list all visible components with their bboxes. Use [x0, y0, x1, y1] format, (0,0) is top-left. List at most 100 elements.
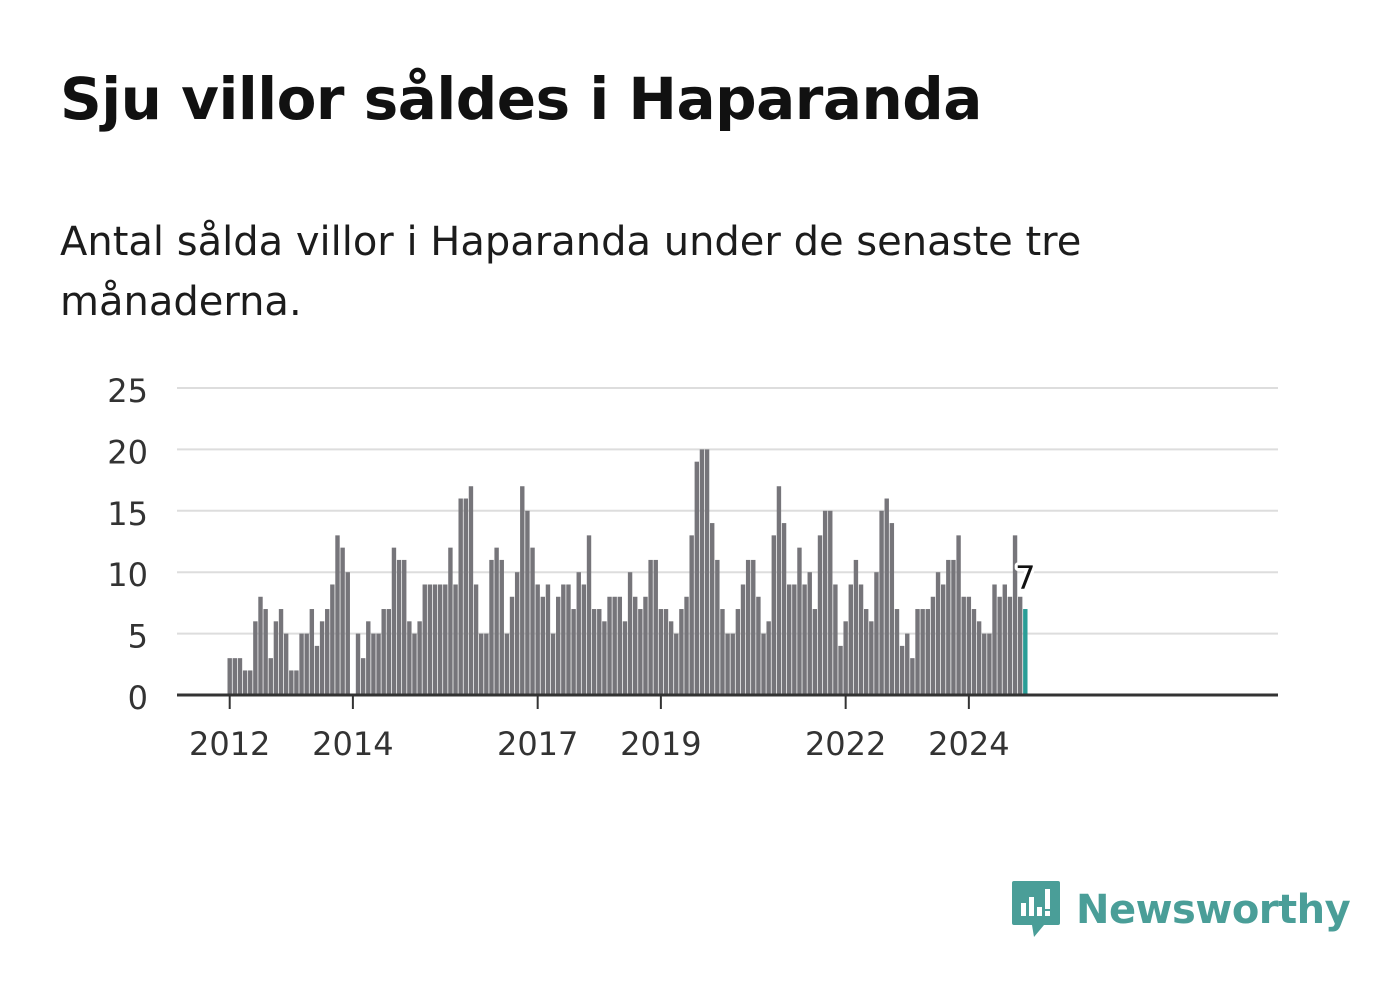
- bar: [330, 584, 335, 695]
- bar: [566, 584, 571, 695]
- latest-value-label: 7: [1015, 559, 1035, 597]
- y-tick-label: 15: [107, 495, 148, 533]
- bar: [232, 658, 238, 695]
- bar: [386, 609, 392, 695]
- bar: [751, 559, 756, 695]
- bar: [525, 510, 530, 695]
- bar: [658, 609, 664, 695]
- bar: [812, 609, 818, 695]
- bar: [653, 559, 658, 695]
- bar: [766, 621, 771, 695]
- bar: [869, 621, 874, 695]
- bar: [391, 547, 397, 695]
- y-tick-label: 20: [107, 433, 148, 471]
- bar: [756, 596, 761, 695]
- bar: [725, 633, 730, 695]
- bar: [735, 609, 741, 695]
- bar: [402, 559, 407, 695]
- bar: [663, 609, 669, 695]
- bar: [479, 633, 484, 695]
- bar: [237, 658, 243, 695]
- bar: [679, 609, 684, 695]
- bar: [699, 449, 705, 695]
- bar: [987, 633, 992, 695]
- bar: [283, 633, 289, 695]
- bar: [437, 584, 443, 695]
- y-tick-label: 5: [128, 618, 148, 656]
- bar: [581, 584, 587, 695]
- bar: [956, 535, 961, 695]
- bar: [689, 535, 694, 695]
- bar: [704, 449, 710, 695]
- bar: [802, 584, 807, 695]
- bar: [422, 584, 427, 695]
- bar: [884, 498, 889, 695]
- bar: [781, 523, 787, 695]
- bar: [494, 547, 499, 695]
- bar: [432, 584, 438, 695]
- bar: [417, 621, 422, 695]
- bar: [720, 609, 725, 695]
- bar: [396, 559, 402, 695]
- bar: [335, 535, 340, 695]
- bar: [1007, 596, 1013, 695]
- bar: [263, 609, 268, 695]
- bar: [268, 658, 273, 695]
- bar: [643, 596, 648, 695]
- x-tick-label: 2012: [189, 725, 270, 763]
- bar: [289, 670, 294, 695]
- bar: [253, 621, 258, 695]
- bar: [227, 658, 232, 695]
- bar: [797, 547, 802, 695]
- bar: [940, 584, 946, 695]
- bar-latest: [1023, 609, 1028, 695]
- bar: [638, 609, 643, 695]
- bar: [807, 572, 812, 695]
- bar: [1002, 584, 1007, 695]
- x-tick-label: 2024: [928, 725, 1009, 763]
- bar: [242, 670, 248, 695]
- bar: [340, 547, 345, 695]
- bar: [961, 596, 966, 695]
- bar: [899, 645, 905, 695]
- bar: [278, 609, 284, 695]
- y-tick-label: 10: [107, 556, 148, 594]
- bar: [976, 621, 982, 695]
- bar: [484, 633, 489, 695]
- bar: [273, 621, 279, 695]
- bar: [648, 559, 653, 695]
- bar: [838, 645, 843, 695]
- bar: [627, 572, 633, 695]
- bar: [889, 523, 895, 695]
- bar: [458, 498, 463, 695]
- bar: [684, 596, 689, 695]
- bar: [345, 572, 350, 695]
- bar: [463, 498, 469, 695]
- bar: [915, 609, 920, 695]
- bar: [740, 584, 746, 695]
- bar: [412, 633, 417, 695]
- bar: [248, 670, 253, 695]
- bar: [535, 584, 540, 695]
- bar: [612, 596, 617, 695]
- bar: [1012, 535, 1018, 695]
- bar: [504, 633, 510, 695]
- bar: [556, 596, 561, 695]
- bar: [668, 621, 674, 695]
- bar: [971, 609, 977, 695]
- bar: [407, 621, 412, 695]
- bar: [607, 596, 612, 695]
- y-tick-label: 0: [128, 679, 148, 717]
- bar: [622, 621, 628, 695]
- bar: [443, 584, 448, 695]
- bar: [833, 584, 838, 695]
- x-tick-label: 2019: [620, 725, 701, 763]
- bar: [540, 596, 546, 695]
- bar: [602, 621, 607, 695]
- chart-subtitle: Antal sålda villor i Haparanda under de …: [60, 219, 1082, 325]
- bar: [1017, 596, 1023, 695]
- bar: [863, 609, 869, 695]
- bar: [381, 609, 386, 695]
- bar: [951, 559, 956, 695]
